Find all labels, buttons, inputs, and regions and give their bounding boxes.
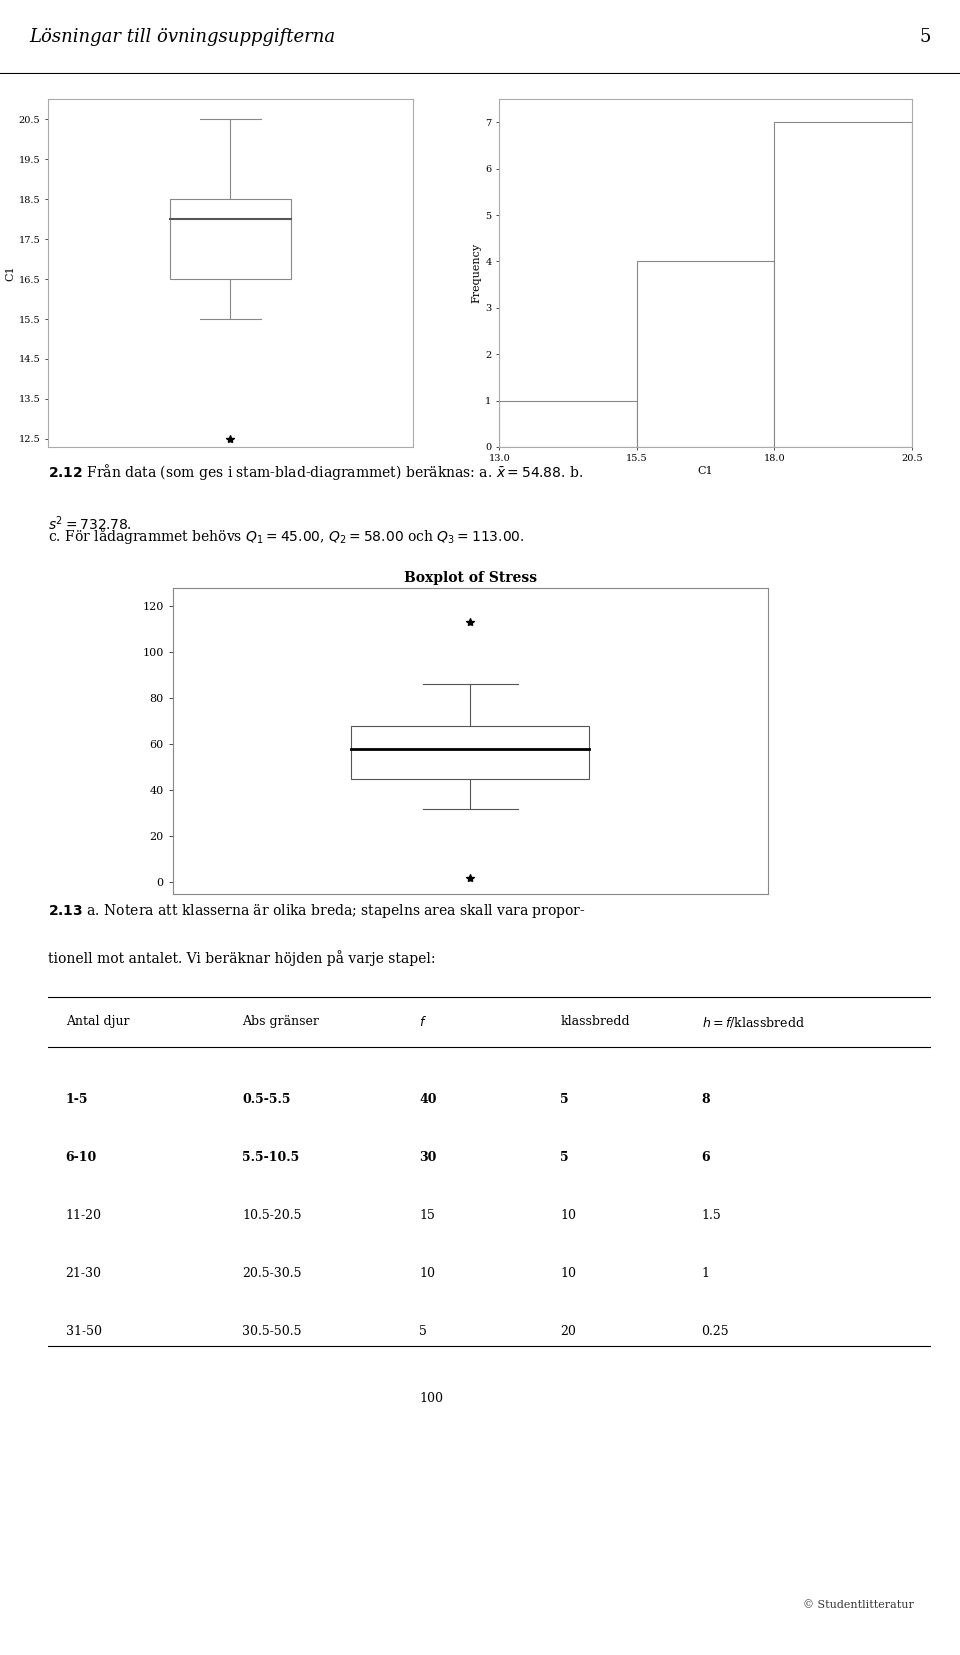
- Text: 1-5: 1-5: [65, 1092, 88, 1106]
- Text: 5: 5: [920, 28, 931, 46]
- Text: 100: 100: [419, 1392, 443, 1405]
- Text: 30.5-50.5: 30.5-50.5: [242, 1326, 301, 1339]
- Text: 1: 1: [702, 1268, 709, 1281]
- Text: 30: 30: [419, 1152, 436, 1163]
- X-axis label: C1: C1: [698, 467, 713, 477]
- Bar: [636, 261, 775, 447]
- Y-axis label: C1: C1: [6, 265, 15, 281]
- Text: 20: 20: [561, 1326, 576, 1339]
- Text: c. För lådagrammet behövs $Q_1 = 45.00$, $Q_2 = 58.00$ och $Q_3 = 113.00$.: c. För lådagrammet behövs $Q_1 = 45.00$,…: [48, 526, 525, 546]
- Text: 31-50: 31-50: [65, 1326, 102, 1339]
- Text: Antal djur: Antal djur: [65, 1015, 130, 1028]
- Text: Lösningar till övningsuppgifterna: Lösningar till övningsuppgifterna: [29, 28, 335, 46]
- Text: 0.5-5.5: 0.5-5.5: [242, 1092, 291, 1106]
- Text: 20.5-30.5: 20.5-30.5: [242, 1268, 301, 1281]
- Text: © Studentlitteratur: © Studentlitteratur: [803, 1600, 914, 1610]
- Text: $h = f$/klassbredd: $h = f$/klassbredd: [702, 1015, 804, 1031]
- FancyBboxPatch shape: [351, 725, 589, 778]
- Text: 5: 5: [561, 1152, 569, 1163]
- Text: 11-20: 11-20: [65, 1210, 102, 1223]
- Text: 21-30: 21-30: [65, 1268, 102, 1281]
- Text: 10: 10: [561, 1268, 576, 1281]
- Text: 15: 15: [419, 1210, 435, 1223]
- Bar: [499, 401, 636, 447]
- Text: 6-10: 6-10: [65, 1152, 97, 1163]
- Text: $f$: $f$: [419, 1015, 427, 1029]
- Text: $\mathbf{2.13}$ a. Notera att klasserna är olika breda; stapelns area skall vara: $\mathbf{2.13}$ a. Notera att klasserna …: [48, 902, 586, 920]
- Text: $s^2 = 732.78$.: $s^2 = 732.78$.: [48, 515, 132, 533]
- Text: 1.5: 1.5: [702, 1210, 721, 1223]
- Text: klassbredd: klassbredd: [561, 1015, 630, 1028]
- Text: 5: 5: [561, 1092, 569, 1106]
- Bar: [775, 122, 912, 447]
- Text: 10.5-20.5: 10.5-20.5: [242, 1210, 301, 1223]
- FancyBboxPatch shape: [170, 199, 291, 280]
- Text: Abs gränser: Abs gränser: [242, 1015, 319, 1028]
- Text: 8: 8: [702, 1092, 710, 1106]
- Text: 10: 10: [419, 1268, 435, 1281]
- Text: 6: 6: [702, 1152, 710, 1163]
- Text: $\mathbf{2.12}$ Från data (som ges i stam-blad-diagrammet) beräknas: a. $\bar{x}: $\mathbf{2.12}$ Från data (som ges i sta…: [48, 462, 584, 482]
- Text: 5: 5: [419, 1326, 427, 1339]
- Text: 0.25: 0.25: [702, 1326, 730, 1339]
- Title: Boxplot of Stress: Boxplot of Stress: [404, 571, 537, 584]
- Text: 5.5-10.5: 5.5-10.5: [242, 1152, 300, 1163]
- Text: 10: 10: [561, 1210, 576, 1223]
- Y-axis label: Frequency: Frequency: [471, 243, 481, 303]
- Text: tionell mot antalet. Vi beräknar höjden på varje stapel:: tionell mot antalet. Vi beräknar höjden …: [48, 950, 436, 967]
- Text: 40: 40: [419, 1092, 437, 1106]
